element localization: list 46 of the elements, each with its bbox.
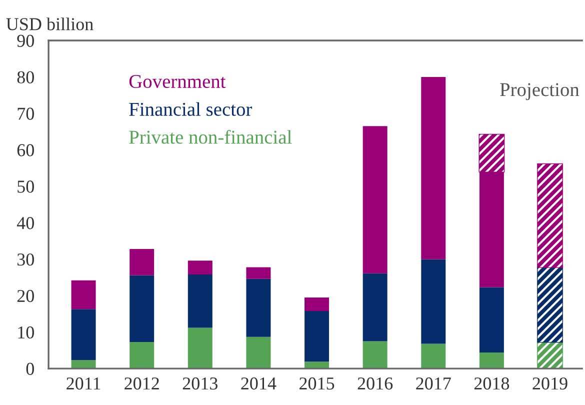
bar [362, 126, 388, 274]
bar [130, 275, 154, 342]
bar [71, 280, 96, 310]
bar [479, 287, 504, 353]
x-tick-label: 2015 [300, 377, 334, 390]
y-axis-title: USD billion [6, 18, 94, 30]
x-tick-label: 2011 [66, 377, 100, 390]
bar [246, 267, 271, 279]
bar [188, 328, 212, 369]
bar [421, 259, 446, 344]
y-tick-label: 50 [18, 180, 34, 193]
bar [130, 342, 154, 369]
y-tick-label: 70 [18, 108, 34, 120]
x-tick-label: 2016 [358, 377, 393, 390]
text: Private non-financial [129, 130, 292, 144]
bar [246, 336, 271, 369]
y-tick-label: 90 [17, 34, 34, 47]
y-tick-label: 20 [17, 290, 34, 302]
x-tick-label: 2018 [474, 377, 510, 390]
bar [304, 310, 330, 362]
bar [362, 341, 388, 369]
x-tick-label: 2014 [241, 377, 276, 390]
y-tick-label: 30 [17, 253, 34, 266]
y-tick-label: 80 [17, 71, 34, 84]
bar [71, 309, 96, 360]
bar [130, 248, 154, 276]
bar [71, 360, 96, 369]
y-tick-label: 60 [17, 144, 34, 156]
y-tick-label: 40 [16, 217, 34, 230]
bar [304, 297, 330, 311]
text: Financial sector [129, 102, 252, 116]
bar [188, 260, 212, 275]
x-tick-label: 2013 [182, 377, 218, 390]
bar [362, 273, 388, 342]
x-tick-label: 2012 [124, 377, 159, 390]
y-tick-label: 0 [26, 362, 34, 375]
annotation: Projection [500, 83, 580, 100]
bar [188, 274, 212, 328]
bar [479, 352, 504, 369]
bar [246, 278, 271, 337]
y-tick-label: 10 [18, 326, 34, 339]
bar [421, 344, 446, 369]
bar [421, 76, 446, 260]
x-tick-label: 2019 [532, 377, 568, 390]
text: Government [129, 74, 226, 88]
x-tick-label: 2017 [416, 377, 451, 390]
